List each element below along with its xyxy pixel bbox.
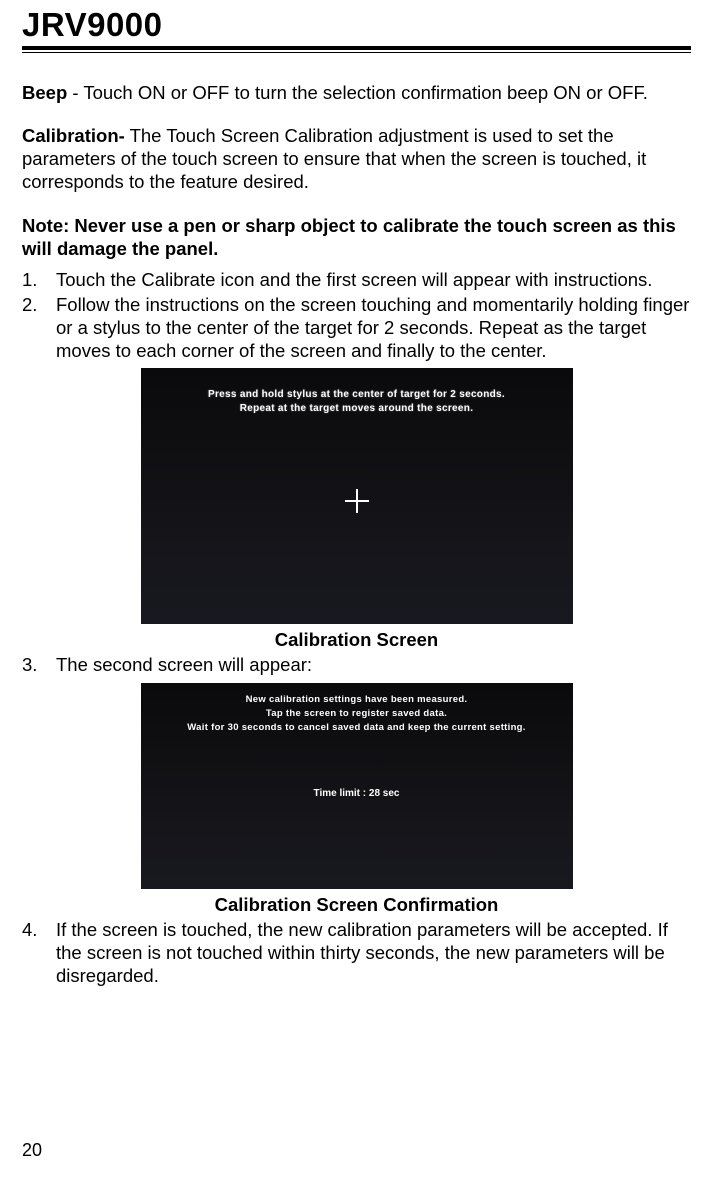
step-2: 2. Follow the instructions on the screen… (22, 293, 691, 362)
screen2-line3: Wait for 30 seconds to cancel saved data… (141, 721, 573, 735)
beep-text: - Touch ON or OFF to turn the selection … (67, 82, 648, 103)
confirmation-screen-image: New calibration settings have been measu… (141, 683, 573, 889)
crosshair-icon (345, 489, 369, 513)
note-paragraph: Note: Never use a pen or sharp object to… (22, 214, 691, 260)
product-title: JRV9000 (22, 6, 691, 44)
step-number: 1. (22, 268, 56, 291)
header-rule-thick (22, 46, 691, 50)
figure-1: Press and hold stylus at the center of t… (22, 368, 691, 651)
step-text: Follow the instructions on the screen to… (56, 293, 691, 362)
beep-label: Beep (22, 82, 67, 103)
steps-list-cont2: 4. If the screen is touched, the new cal… (22, 918, 691, 987)
screen1-line1: Press and hold stylus at the center of t… (141, 388, 573, 402)
beep-paragraph: Beep - Touch ON or OFF to turn the selec… (22, 81, 691, 104)
page-header: JRV9000 (22, 0, 691, 53)
steps-list: 1. Touch the Calibrate icon and the firs… (22, 268, 691, 363)
page-number: 20 (22, 1140, 42, 1161)
figure-2-caption: Calibration Screen Confirmation (215, 893, 499, 916)
steps-list-cont: 3. The second screen will appear: (22, 653, 691, 676)
screen1-line2: Repeat at the target moves around the sc… (141, 402, 573, 416)
step-3: 3. The second screen will appear: (22, 653, 691, 676)
step-4: 4. If the screen is touched, the new cal… (22, 918, 691, 987)
screen2-line2: Tap the screen to register saved data. (141, 707, 573, 721)
figure-1-caption: Calibration Screen (275, 628, 438, 651)
step-number: 3. (22, 653, 56, 676)
step-text: Touch the Calibrate icon and the first s… (56, 268, 691, 291)
step-1: 1. Touch the Calibrate icon and the firs… (22, 268, 691, 291)
calibration-screen-text: Press and hold stylus at the center of t… (141, 388, 573, 416)
figure-2: New calibration settings have been measu… (22, 683, 691, 916)
step-text: If the screen is touched, the new calibr… (56, 918, 691, 987)
calibration-label: Calibration- (22, 125, 125, 146)
step-number: 4. (22, 918, 56, 941)
page-body: Beep - Touch ON or OFF to turn the selec… (22, 53, 691, 987)
page: JRV9000 Beep - Touch ON or OFF to turn t… (0, 0, 713, 1179)
confirmation-screen-text: New calibration settings have been measu… (141, 693, 573, 736)
time-limit-text: Time limit : 28 sec (141, 788, 573, 801)
step-text: The second screen will appear: (56, 653, 691, 676)
calibration-paragraph: Calibration- The Touch Screen Calibratio… (22, 124, 691, 193)
step-number: 2. (22, 293, 56, 316)
calibration-screen-image: Press and hold stylus at the center of t… (141, 368, 573, 624)
screen2-line1: New calibration settings have been measu… (141, 693, 573, 707)
